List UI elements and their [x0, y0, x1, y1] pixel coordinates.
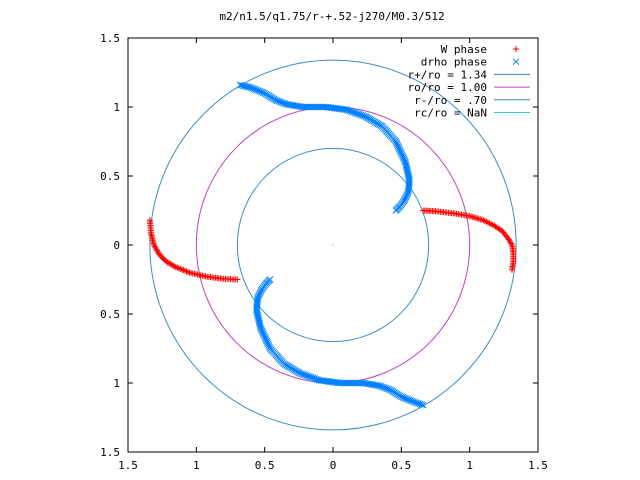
x-tick-label-0: 1.5 [118, 459, 138, 472]
points-layer [146, 81, 517, 409]
y-tick-label-6: 1.5 [100, 446, 120, 459]
x-tick-label-3: 0 [330, 459, 337, 472]
legend-marker-series-0 [513, 46, 519, 52]
series-1 [236, 81, 427, 409]
legend-marker-series-1 [512, 58, 520, 66]
series-1-arm-1-point-149 [419, 401, 427, 409]
series-1-arm-0-point-151 [392, 207, 400, 214]
y-tick-label-4: 0.5 [100, 308, 120, 321]
legend-label-circle-1: ro/ro = 1.00 [408, 81, 487, 94]
x-tick-label-4: 0.5 [391, 459, 411, 472]
y-tick-label-2: 0.5 [100, 170, 120, 183]
y-tick-label-5: 1 [113, 377, 120, 390]
legend-label-series-0: W phase [441, 43, 487, 56]
series-0-arm-1-point-60 [508, 240, 515, 247]
reference-circle-0 [149, 59, 517, 431]
legend-label-series-1: drho phase [421, 56, 487, 69]
reference-circle-2 [236, 147, 430, 343]
legend-label-circle-0: r+/ro = 1.34 [408, 68, 488, 81]
ticks-layer: 1.5 1 0.5 0 0.5 1 1.51.510.500.511.5 [100, 32, 548, 472]
series-1-arm-1-point-148 [418, 401, 425, 408]
series-0-arm-0-point-73 [234, 276, 241, 283]
legend-label-circle-3: rc/ro = NaN [414, 107, 487, 120]
x-tick-label-2: 0.5 [255, 459, 275, 472]
y-tick-label-0: 1.5 [100, 32, 120, 45]
center-dot [332, 244, 334, 246]
x-tick-label-1: 1 [193, 459, 200, 472]
x-tick-label-5: 1 [466, 459, 473, 472]
y-tick-label-3: 0 [113, 239, 120, 252]
y-tick-label-1: 1 [113, 101, 120, 114]
x-tick-label-6: 1.5 [528, 459, 548, 472]
chart-title: m2/n1.5/q1.75/r-+.52-j270/M0.3/512 [219, 10, 444, 23]
legend-label-circle-2: r-/ro = .70 [414, 94, 487, 107]
series-0-arm-1-point-76 [509, 266, 516, 273]
series-0 [146, 207, 517, 283]
series-0-arm-0-point-34 [171, 263, 178, 270]
